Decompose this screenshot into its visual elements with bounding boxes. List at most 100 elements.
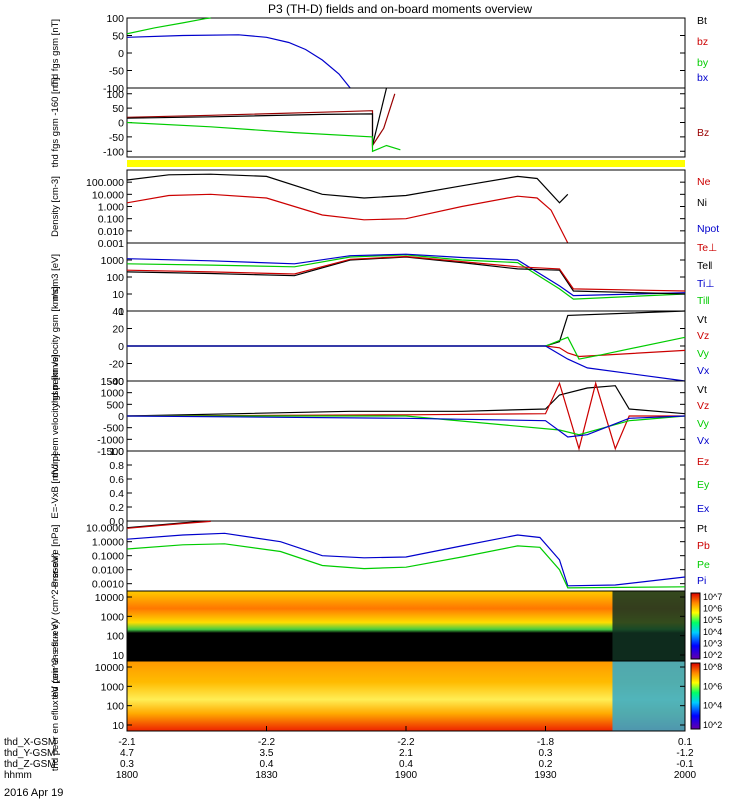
legend-entry: Npot [697,223,719,235]
panel-frame [126,242,686,312]
status-bar [127,160,685,167]
series-line-Pe [126,543,686,589]
legend-entry: Bz [697,127,709,139]
y-tick-label: 0 [118,411,124,423]
legend-entry: bz [697,36,708,48]
y-tick-label: 10.0000 [86,523,124,535]
x-axis-value: 0.4 [399,759,413,770]
series-line-bx [126,34,351,89]
legend-entry: Vz [697,330,709,342]
x-axis-value: 1900 [395,770,418,781]
legend-entry: Vx [697,435,710,447]
y-axis-label: Density [cm-3] [50,176,61,237]
y-tick-label: 0.4 [109,488,124,500]
x-axis-value: -2.2 [397,737,415,748]
colorbar-tick-label: 10^4 [703,701,722,711]
panel-8: 10.0000 1.0000 0.1000 0.0100 0.0010 Pressure … [50,520,710,592]
y-tick-label: 100 [106,89,124,101]
figure-title: P3 (TH-D) fields and on-board moments ov… [268,2,532,16]
x-axis-value: -2.2 [258,737,276,748]
x-axis-value: 4.7 [120,748,134,759]
y-tick-label: 0.010 [98,226,124,238]
spectrogram-noise-region [612,661,685,731]
y-tick-label: -500 [103,423,124,435]
y-tick-label: 1.000 [98,202,124,214]
y-tick-label: 10.000 [92,189,124,201]
y-tick-label: 50 [112,31,124,43]
panel-frame [126,450,686,522]
x-axis-value: 1930 [534,770,557,781]
y-tick-label: 100 [106,272,124,284]
series-line-Vy [127,415,686,436]
series-line-Vt [127,310,686,347]
x-axis-value: -1.8 [537,737,555,748]
panel-2: 100 50 0 -50 -100 thd fgs gsm -160 [nT] Bz [50,78,709,168]
colorbar [690,662,701,730]
y-tick-label: 20 [112,324,124,336]
date-label: 2016 Apr 19 [4,787,63,799]
series-line-Vx [127,345,686,382]
x-axis-value: 0.1 [678,737,692,748]
legend-entry: Te⊥ [697,242,717,254]
panel-7: 1.0 0.8 0.6 0.4 0.2 0.0 E=-VxB [mV/m] Ez Ey Ex [50,446,710,528]
series-line-Vt [126,385,686,417]
y-tick-label: 1000 [101,611,125,623]
panel-10: 10^8 10^6 10^4 10^2 10000 1000 100 10 thd peer e… [50,621,722,771]
panel-4: 1000 100 10 1 mom3 [eV] Te⊥ Te‖ Ti⊥ Ti‖ [50,242,717,318]
panel-5: 40 20 0 -20 -40 thd peim velocity gsm [km/s] V… [50,286,710,405]
legend-entry: bx [697,72,709,84]
series-line-Ti⊥ [126,253,686,297]
panel-frame [126,87,686,158]
legend-entry: Ti⊥ [697,278,715,290]
y-tick-label: 100 [106,13,124,25]
legend-entry: Vt [697,384,707,396]
legend-entry: by [697,57,709,69]
legend-entry: Ez [697,456,709,468]
y-tick-label: 1500 [101,376,125,388]
series-line-Bt [126,87,388,146]
y-tick-label: 10 [112,650,124,662]
series-line-Bz [126,93,396,148]
colorbar-tick-label: 10^6 [703,681,722,691]
x-axis-value: 0.3 [539,748,553,759]
y-axis-label: thd fgs gsm [nT] [50,19,61,87]
legend-entry: Te‖ [697,260,712,272]
series-line-Vx [126,415,686,438]
y-tick-label: -1500 [97,446,124,458]
colorbar-tick-label: 10^8 [703,662,722,672]
series-line-Ne [126,193,569,244]
y-tick-label: 0.2 [109,502,124,514]
y-tick-label: -50 [109,66,124,78]
y-tick-label: 10 [112,289,124,301]
legend-entry: Pb [697,540,710,552]
y-axis-label: mom3 [eV] [50,254,61,300]
series-line-Pb [126,520,211,529]
x-axis-row-name: thd_Y-GSM [4,748,55,759]
legend-entry: Bt [697,15,707,27]
legend-entry: Vy [697,348,710,360]
x-axis-value: 1800 [116,770,139,781]
y-tick-label: -1000 [97,434,124,446]
y-tick-label: 100 [106,701,124,713]
spectrogram [127,661,685,731]
y-tick-label: 0 [118,118,124,130]
y-tick-label: 0.6 [109,474,124,486]
y-tick-label: 10000 [95,592,124,604]
x-axis-value: -2.1 [118,737,136,748]
colorbar-tick-label: 10^3 [703,638,722,648]
y-tick-label: 0.100 [98,214,124,226]
y-tick-label: 1000 [101,255,125,267]
x-axis-value: 3.5 [260,748,274,759]
y-tick-label: 0.1000 [92,551,124,563]
series-line-Te⊥ [126,255,686,292]
legend-entry: Ex [697,503,710,515]
y-tick-label: -50 [109,132,124,144]
y-axis-label: thd peim velocity gsm [km/s] [50,286,61,405]
series-line-Ti‖ [126,254,686,300]
y-tick-label: 1.0000 [92,537,124,549]
y-tick-label: 0.0 [109,516,124,528]
